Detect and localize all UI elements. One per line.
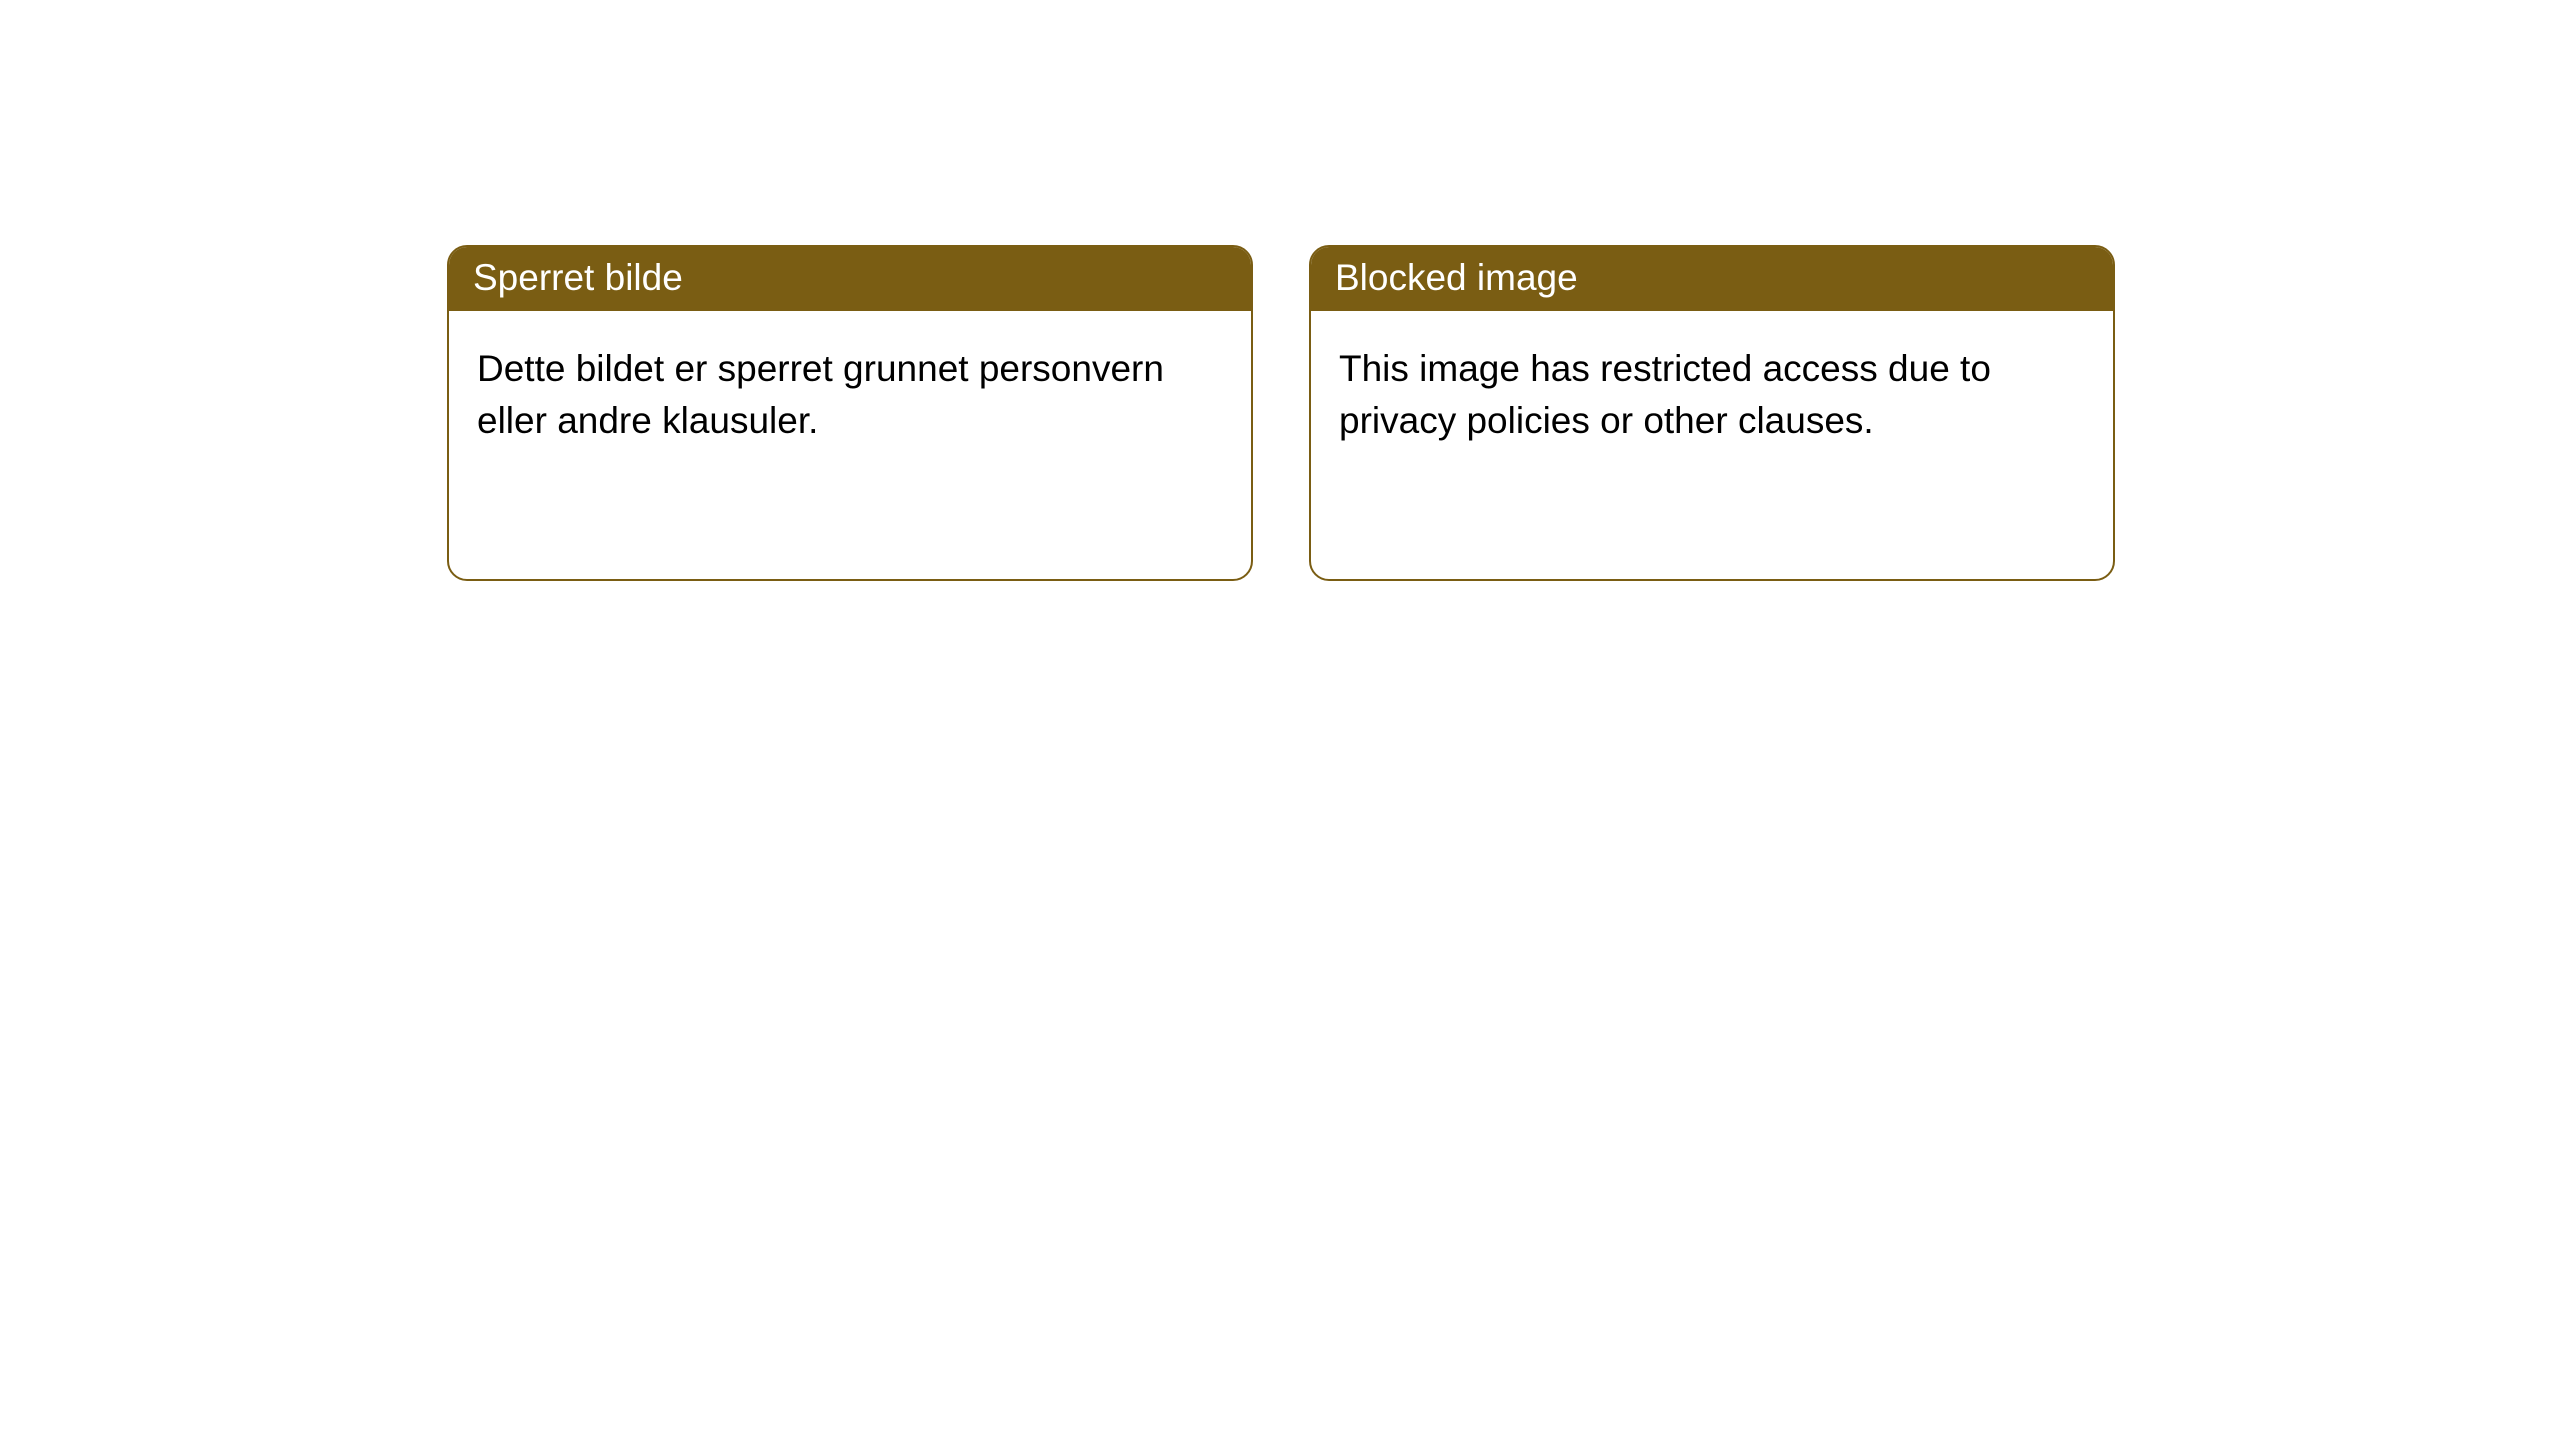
notice-card-norwegian: Sperret bilde Dette bildet er sperret gr… (447, 245, 1253, 581)
notice-text-norwegian: Dette bildet er sperret grunnet personve… (477, 348, 1164, 441)
notice-title-norwegian: Sperret bilde (473, 257, 683, 298)
notice-card-english: Blocked image This image has restricted … (1309, 245, 2115, 581)
notice-body-english: This image has restricted access due to … (1311, 311, 2113, 479)
notice-header-english: Blocked image (1311, 247, 2113, 311)
notice-title-english: Blocked image (1335, 257, 1578, 298)
notice-text-english: This image has restricted access due to … (1339, 348, 1991, 441)
notice-container: Sperret bilde Dette bildet er sperret gr… (0, 0, 2560, 581)
notice-header-norwegian: Sperret bilde (449, 247, 1251, 311)
notice-body-norwegian: Dette bildet er sperret grunnet personve… (449, 311, 1251, 479)
